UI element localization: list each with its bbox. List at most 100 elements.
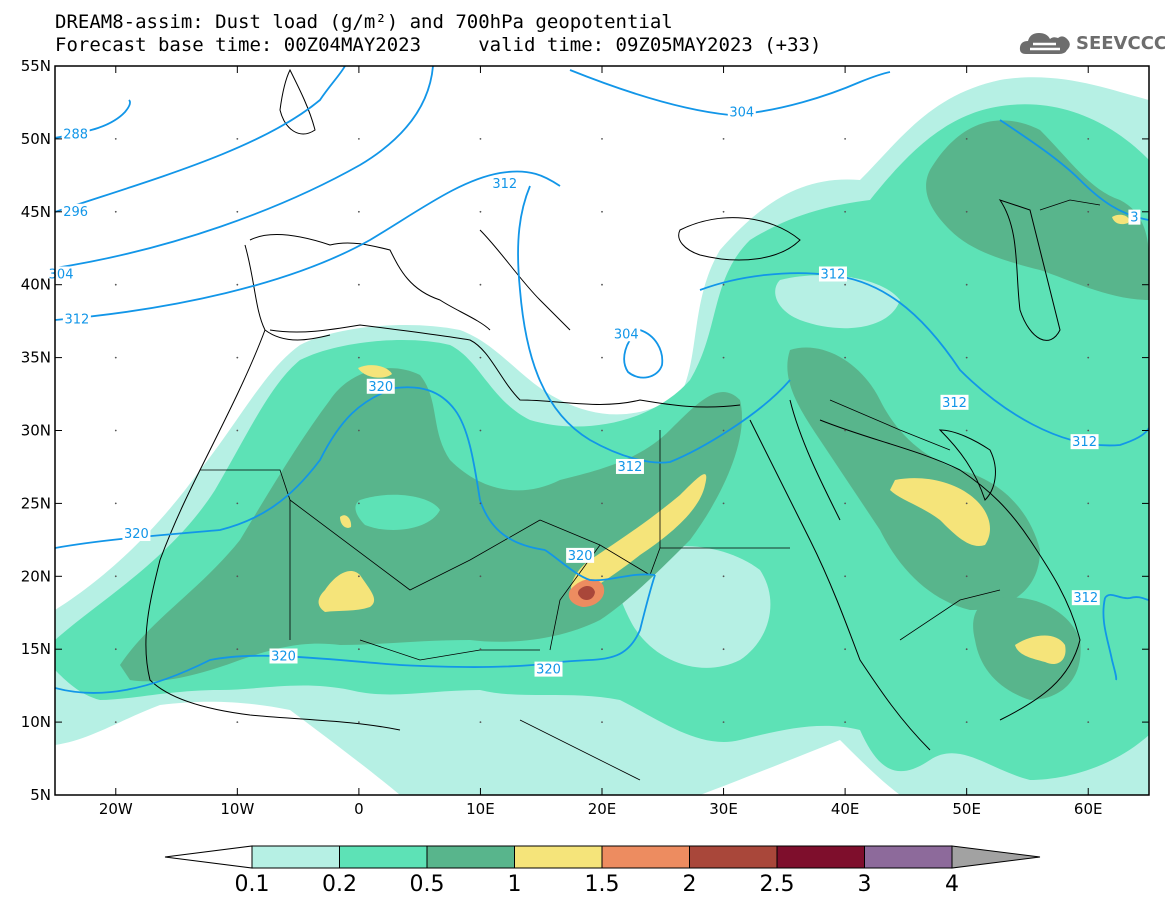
graticule-dot	[965, 283, 968, 286]
dust-band-medium	[355, 494, 440, 530]
graticule-dot	[236, 210, 239, 213]
graticule-dot	[114, 575, 117, 578]
graticule-dot	[236, 429, 239, 432]
lon-tick-label: 50E	[952, 800, 981, 818]
graticule-dot	[236, 283, 239, 286]
colorbar-segment	[689, 845, 778, 869]
graticule-dot	[601, 429, 603, 432]
graticule-dot	[844, 356, 847, 359]
geopotential-contours	[55, 66, 1149, 694]
graticule-dot	[601, 648, 603, 651]
coastline-europe	[244, 234, 491, 341]
border-line	[519, 719, 641, 781]
coastline-italy	[479, 229, 571, 331]
graticule-dot	[479, 429, 482, 432]
colorbar-label: 0.1	[235, 872, 270, 897]
cloud-icon	[1019, 33, 1070, 54]
lat-tick-label: 20N	[21, 567, 51, 585]
graticule-dot	[844, 502, 847, 505]
colorbar-segment	[339, 845, 428, 869]
contour-label: 312	[1072, 435, 1097, 450]
graticule-dot	[236, 721, 239, 723]
contour-label: 312	[64, 313, 89, 328]
graticule-dot	[236, 648, 239, 651]
graticule-dot	[1087, 138, 1090, 140]
seevccc-logo: SEEVCCC	[1018, 28, 1165, 58]
coastline-caspian	[998, 199, 1061, 341]
chart-title: DREAM8-assim: Dust load (g/m²) and 700hP…	[55, 11, 673, 33]
lon-tick-label: 30E	[709, 800, 738, 818]
lat-tick-label: 50N	[21, 130, 51, 148]
graticule-dot	[722, 648, 725, 651]
contour-320-west	[55, 386, 546, 551]
colorbar-label: 2.5	[760, 872, 795, 897]
lon-tick-label: 20W	[99, 800, 133, 818]
graticule-dot	[479, 210, 482, 213]
graticule-dot	[236, 356, 239, 359]
contour-label-bg	[61, 126, 90, 142]
graticule-dot	[1087, 575, 1090, 578]
graticule-dot	[479, 575, 482, 578]
colorbar-label: 1.5	[585, 872, 620, 897]
axis-ticks: 55N 50N 45N 40N 35N 30N 25N 20N 15N 10N 5N 20W 10W 0 1…	[21, 57, 1149, 818]
contour-label: 312	[821, 267, 846, 282]
border-line	[359, 639, 540, 661]
coastline-gb	[279, 68, 316, 135]
graticule-dot	[1087, 356, 1090, 359]
graticule-dot	[722, 283, 725, 286]
contour-label-bg	[612, 326, 641, 342]
graticule-dot	[722, 502, 725, 505]
coastline-red-sea	[749, 399, 931, 751]
graticule-dot	[601, 210, 603, 213]
graticule-dot	[357, 721, 360, 723]
graticule-dot	[965, 648, 968, 651]
contour-label: 312	[618, 460, 643, 475]
graticule-dot	[965, 575, 968, 578]
forecast-time-line: Forecast base time: 00Z04MAY2023 valid t…	[55, 34, 822, 56]
colorbar-label: 0.2	[322, 872, 357, 897]
dust-band-yellow	[1015, 635, 1066, 665]
border-line	[289, 499, 541, 591]
graticule-dot	[1087, 648, 1090, 651]
graticule-dot	[114, 283, 117, 286]
contour-label-bg	[818, 266, 847, 282]
contour-label-bg	[1070, 434, 1099, 450]
graticule-dot	[1087, 502, 1090, 505]
lon-tick-label: 10E	[466, 800, 495, 818]
dust-band-yellow	[318, 570, 375, 612]
graticule-dot	[965, 721, 968, 723]
graticule-dot	[844, 429, 847, 432]
colorbar-segment	[864, 845, 953, 869]
contour-312-northeast	[999, 119, 1149, 221]
contour-label: 320	[271, 649, 296, 664]
contour-label: 312	[1073, 591, 1098, 606]
contour-label-bg	[940, 394, 969, 410]
graticule-dot	[114, 429, 117, 432]
graticule-dot	[1087, 283, 1090, 286]
graticule-dot	[479, 356, 482, 359]
contour-label: 320	[368, 380, 393, 395]
contour-label: 296	[63, 205, 88, 220]
graticule-dot	[236, 502, 239, 505]
colorbar-label: 3	[858, 872, 872, 897]
contour-label-bg	[61, 203, 90, 219]
graticule-dot	[844, 721, 847, 723]
graticule-dot	[965, 429, 968, 432]
contour-label-bg	[269, 648, 298, 664]
contour-label: 288	[63, 128, 88, 143]
contour-label-bg	[615, 458, 644, 474]
graticule-dot	[601, 721, 603, 723]
graticule-dot	[965, 138, 968, 140]
graticule-dot	[601, 502, 603, 505]
graticule-dot	[357, 210, 360, 213]
dust-band-yellow	[890, 478, 990, 546]
graticule-dot	[357, 575, 360, 578]
graticule-dot	[479, 721, 482, 723]
contour-296	[55, 66, 346, 213]
contour-312-east	[699, 272, 1149, 447]
contour-label-bg	[366, 378, 395, 394]
coastline-black-sea	[678, 217, 801, 261]
border-line	[1039, 199, 1101, 211]
graticule-dot	[601, 575, 603, 578]
border-line	[200, 469, 291, 640]
